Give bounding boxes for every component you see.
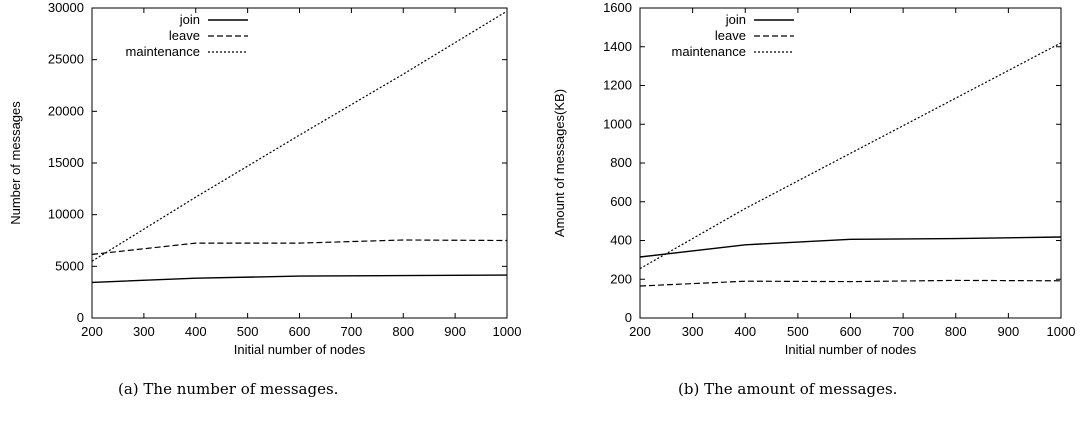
y-tick-label: 15000	[48, 155, 84, 170]
legend-label-maintenance: maintenance	[672, 44, 746, 59]
y-axis-title: Amount of messages(KB)	[552, 89, 567, 237]
series-line-leave	[91, 239, 508, 255]
legend-label-maintenance: maintenance	[126, 44, 200, 59]
x-tick-label: 400	[734, 324, 756, 339]
x-tick-label: 1000	[1047, 324, 1076, 339]
x-tick-label: 800	[945, 324, 967, 339]
y-tick-label: 30000	[48, 0, 84, 15]
x-tick-label: 400	[185, 324, 207, 339]
x-tick-label: 200	[629, 324, 651, 339]
y-tick-label: 20000	[48, 103, 84, 118]
y-tick-label: 600	[610, 194, 632, 209]
x-tick-label: 900	[444, 324, 466, 339]
x-tick-label: 500	[787, 324, 809, 339]
y-axis-title: Number of messages	[8, 101, 23, 225]
y-tick-label: 1400	[603, 39, 632, 54]
x-tick-label: 800	[392, 324, 414, 339]
chart-panel-b: 200 300 400 500 600 700 800 900 1000 0 200 400 600 80…	[540, 0, 1083, 430]
series-line-maintenance	[91, 10, 508, 262]
x-tick-label: 300	[682, 324, 704, 339]
series-line-join	[91, 274, 508, 284]
x-tick-label: 900	[998, 324, 1020, 339]
legend-label-join: join	[725, 12, 746, 27]
caption-b: (b) The amount of messages.	[678, 380, 898, 398]
chart-panel-a: 200 300 400 500 600 700 800 900 1000 0 5000 10000 15…	[0, 0, 540, 430]
y-tick-label: 1200	[603, 78, 632, 93]
y-tick-label: 400	[610, 233, 632, 248]
x-tick-label: 600	[840, 324, 862, 339]
legend-label-join: join	[179, 12, 200, 27]
x-axis-title: Initial number of nodes	[785, 342, 917, 357]
series-line-join	[639, 236, 1062, 258]
y-tick-label: 1000	[603, 116, 632, 131]
legend-label-leave: leave	[169, 28, 200, 43]
caption-a: (a) The number of messages.	[118, 380, 339, 398]
series-line-leave	[639, 279, 1062, 287]
x-tick-label: 700	[892, 324, 914, 339]
chart-b: 200 300 400 500 600 700 800 900 1000020040060080…	[552, 0, 1076, 357]
y-tick-label: 0	[77, 310, 84, 325]
x-tick-label: 1000	[493, 324, 522, 339]
y-tick-label: 1600	[603, 0, 632, 15]
x-axis-title: Initial number of nodes	[234, 342, 366, 357]
y-tick-label: 5000	[55, 258, 84, 273]
x-tick-label: 600	[289, 324, 311, 339]
x-tick-label: 300	[133, 324, 155, 339]
x-tick-label: 200	[81, 324, 103, 339]
y-tick-label: 800	[610, 155, 632, 170]
y-tick-label: 0	[625, 310, 632, 325]
y-tick-label: 10000	[48, 207, 84, 222]
x-tick-label: 500	[237, 324, 259, 339]
legend-label-leave: leave	[715, 28, 746, 43]
x-tick-label: 700	[341, 324, 363, 339]
y-tick-label: 200	[610, 271, 632, 286]
chart-a: 200 300 400 500 600 700 800 900 1000050001000015…	[8, 0, 522, 357]
y-tick-label: 25000	[48, 52, 84, 67]
series-line-maintenance	[639, 42, 1062, 270]
